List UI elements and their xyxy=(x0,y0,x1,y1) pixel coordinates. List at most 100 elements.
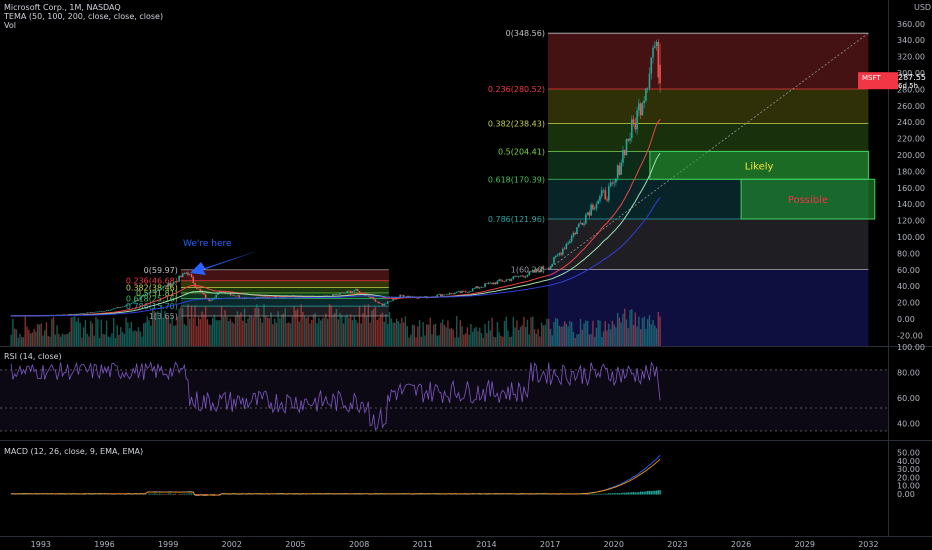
candle-body xyxy=(162,286,164,289)
volume-bar xyxy=(502,336,504,346)
macd-histogram-bar xyxy=(611,493,614,495)
volume-bar xyxy=(424,335,426,346)
candle-body xyxy=(91,312,94,313)
volume-bar xyxy=(280,314,283,346)
rsi-title[interactable]: RSI (14, close) xyxy=(4,352,62,361)
candle-body xyxy=(121,306,124,308)
candle-body xyxy=(581,222,584,225)
volume-bar xyxy=(532,316,534,346)
volume-bar xyxy=(459,320,461,346)
volume-bar xyxy=(272,324,274,346)
candle-body xyxy=(567,243,569,244)
fib-level-label: 0.618(170.39) xyxy=(488,175,545,184)
candle-body xyxy=(478,287,481,289)
macd-histogram-bar xyxy=(652,490,654,495)
macd-histogram-bar xyxy=(618,493,621,495)
candle-body xyxy=(493,282,495,285)
volume-bar xyxy=(151,307,154,346)
volume-bar xyxy=(650,324,652,346)
volume-bar xyxy=(346,314,348,346)
macd-histogram-bar xyxy=(197,494,200,495)
macd-histogram-bar xyxy=(643,491,645,495)
macd-histogram-bar xyxy=(602,493,605,495)
volume-bar xyxy=(450,328,453,346)
volume-bar xyxy=(38,324,41,346)
macd-histogram-bar xyxy=(204,494,207,495)
candle-body xyxy=(386,301,389,304)
macd-histogram-bar xyxy=(148,493,150,495)
candle-body xyxy=(558,252,561,255)
candle-body xyxy=(394,298,396,300)
candle-body xyxy=(521,275,523,277)
macd-tick-label: 30.00 xyxy=(897,465,920,474)
macd-title[interactable]: MACD (12, 26, close, 9, EMA, EMA) xyxy=(4,447,144,456)
volume-bar xyxy=(549,328,552,346)
volume-bar xyxy=(592,320,594,346)
volume-bar xyxy=(173,325,175,346)
volume-bar xyxy=(231,321,233,346)
volume-bar xyxy=(632,324,635,346)
volume-bar xyxy=(530,317,532,346)
candle-body xyxy=(379,303,382,304)
fib-level-label: 0.382(238.43) xyxy=(488,119,545,128)
volume-bar xyxy=(616,312,619,346)
volume-bar xyxy=(479,327,481,346)
volume-bar xyxy=(266,317,269,346)
candle-body xyxy=(505,279,508,282)
volume-legend[interactable]: Vol xyxy=(4,21,16,30)
candle-body xyxy=(602,190,605,191)
fib-zone-recent xyxy=(547,88,869,124)
candle-body xyxy=(210,300,212,302)
symbol-title[interactable]: Microsoft Corp., 1M, NASDAQ xyxy=(4,3,121,12)
volume-bar xyxy=(116,325,118,346)
candle-body xyxy=(569,241,571,244)
volume-bar xyxy=(123,333,125,346)
volume-bar xyxy=(556,318,559,346)
volume-bar xyxy=(523,316,525,346)
volume-bar xyxy=(88,336,90,346)
candle-body xyxy=(655,41,658,47)
candle-body xyxy=(463,290,465,292)
volume-bar xyxy=(93,335,95,346)
candle-body xyxy=(218,291,221,293)
macd-histogram-bar xyxy=(636,492,638,495)
volume-bar xyxy=(65,334,67,346)
volume-bar xyxy=(130,321,133,346)
volume-bar xyxy=(257,308,260,346)
candle-body xyxy=(263,296,265,299)
last-price-tag xyxy=(858,72,898,90)
candle-body xyxy=(199,288,202,291)
candle-body xyxy=(111,309,113,311)
candle-body xyxy=(358,291,361,294)
volume-bar xyxy=(206,319,209,346)
tema-legend[interactable]: TEMA (50, 100, 200, close, close, close) xyxy=(4,12,164,21)
volume-bar xyxy=(155,312,157,346)
volume-bar xyxy=(169,323,171,346)
macd-histogram-bar xyxy=(47,494,49,495)
candle-body xyxy=(227,293,230,295)
volume-bar xyxy=(125,317,127,346)
candle-body xyxy=(593,208,596,210)
volume-bar xyxy=(512,316,515,346)
macd-histogram-bar xyxy=(160,493,163,495)
macd-histogram-bar xyxy=(192,493,194,495)
candle-body xyxy=(613,182,615,184)
volume-bar xyxy=(19,333,21,346)
volume-bar xyxy=(390,318,393,346)
volume-bar xyxy=(388,311,391,346)
candle-body xyxy=(222,291,225,293)
candle-body xyxy=(371,297,373,299)
volume-bar xyxy=(291,316,293,346)
candle-body xyxy=(563,248,566,250)
candle-body xyxy=(158,289,161,291)
candle-body xyxy=(585,214,587,224)
candle-body xyxy=(194,282,196,287)
candle-body xyxy=(142,294,145,297)
volume-bar xyxy=(604,321,606,346)
volume-bar xyxy=(601,337,603,346)
volume-bar xyxy=(503,320,506,346)
candle-body xyxy=(333,294,336,295)
price-tick-label: 20.00 xyxy=(897,299,920,308)
volume-bar xyxy=(381,312,384,346)
